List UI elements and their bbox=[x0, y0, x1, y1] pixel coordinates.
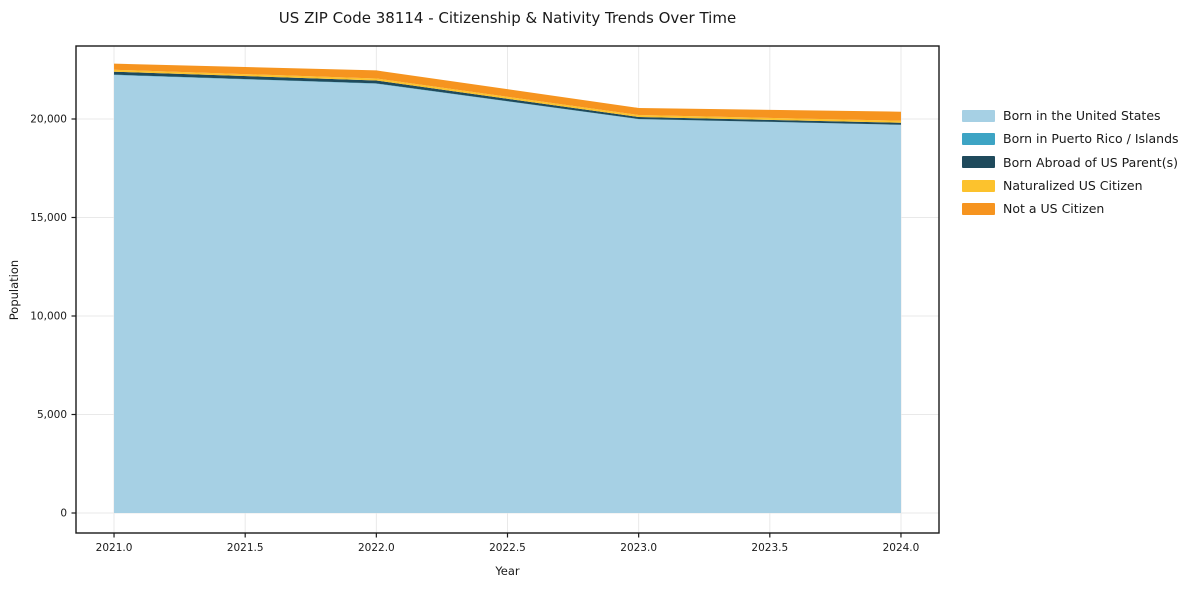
legend-swatch bbox=[962, 132, 995, 145]
y-tick-label: 0 bbox=[60, 508, 67, 520]
legend-item: Naturalized US Citizen bbox=[962, 174, 1179, 197]
x-tick-label: 2021.0 bbox=[96, 542, 133, 554]
legend-label: Born Abroad of US Parent(s) bbox=[1003, 154, 1178, 170]
area-band-born-abroad-of-us-parent-s bbox=[114, 71, 901, 125]
legend-item: Born in the United States bbox=[962, 104, 1179, 127]
legend-swatch bbox=[962, 179, 995, 192]
x-tick-label: 2022.0 bbox=[358, 542, 395, 554]
area-band-not-a-us-citizen bbox=[114, 63, 901, 121]
y-tick-label: 20,000 bbox=[30, 114, 67, 126]
legend-label: Not a US Citizen bbox=[1003, 201, 1105, 217]
legend-item: Not a US Citizen bbox=[962, 197, 1179, 220]
area-band-born-in-the-united-states bbox=[114, 75, 901, 513]
legend-item: Born Abroad of US Parent(s) bbox=[962, 151, 1179, 174]
legend-swatch bbox=[962, 202, 995, 215]
legend-label: Born in the United States bbox=[1003, 108, 1161, 124]
y-tick-label: 15,000 bbox=[30, 212, 67, 224]
x-axis-label: Year bbox=[495, 564, 520, 578]
x-tick-label: 2024.0 bbox=[883, 542, 920, 554]
legend-swatch bbox=[962, 156, 995, 169]
legend-label: Naturalized US Citizen bbox=[1003, 178, 1143, 194]
legend: Born in the United States Born in Puerto … bbox=[962, 104, 1179, 220]
chart-title: US ZIP Code 38114 - Citizenship & Nativi… bbox=[278, 9, 737, 27]
y-axis-label: Population bbox=[7, 259, 21, 321]
legend-swatch bbox=[962, 109, 995, 122]
x-tick-label: 2023.0 bbox=[620, 542, 657, 554]
legend-label: Born in Puerto Rico / Islands bbox=[1003, 131, 1179, 147]
y-tick-label: 5,000 bbox=[37, 409, 67, 421]
legend-item: Born in Puerto Rico / Islands bbox=[962, 127, 1179, 150]
x-tick-label: 2023.5 bbox=[751, 542, 788, 554]
y-tick-label: 10,000 bbox=[30, 311, 67, 323]
x-tick-label: 2021.5 bbox=[227, 542, 264, 554]
x-tick-label: 2022.5 bbox=[489, 542, 526, 554]
